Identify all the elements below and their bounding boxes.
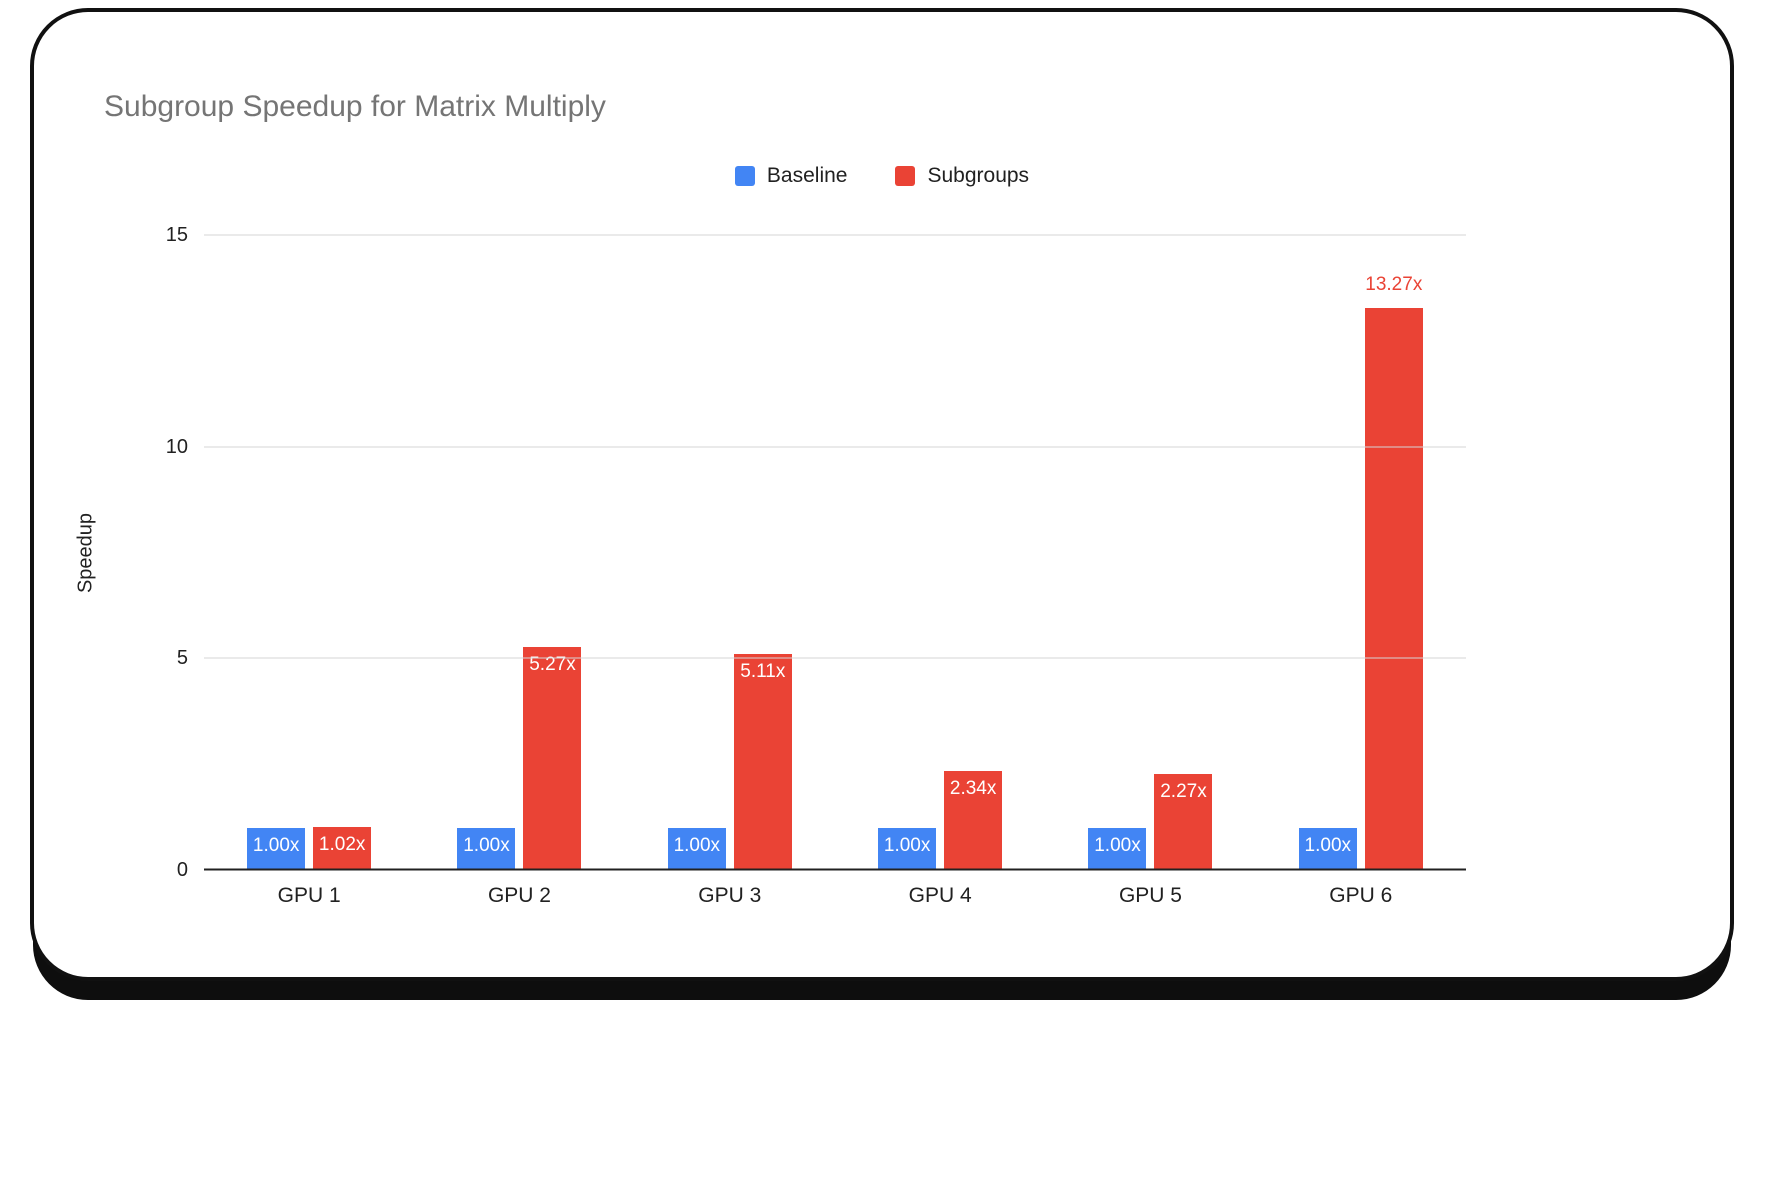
x-category-label: GPU 2 <box>487 884 551 907</box>
gridline <box>204 234 1466 236</box>
bar-subgroups-gpu-5: 2.27x <box>1154 773 1213 870</box>
bar-subgroups-gpu-1: 1.02x <box>313 826 372 870</box>
bar-group: 1.00x 5.11x <box>625 235 835 870</box>
plot-area: Speedup 1.00x 1.02x 1.00x 5.27x 1.00x 5.11x 1.… <box>75 224 1466 907</box>
bar-subgroups-gpu-4: 2.34x <box>944 770 1003 870</box>
bar-baseline-gpu-4: 1.00x <box>878 827 937 870</box>
legend-item-subgroups: Subgroups <box>895 164 1029 188</box>
bar-value-label: 1.00x <box>1094 834 1141 856</box>
bar-value-label: 5.11x <box>740 660 786 682</box>
bar-baseline-gpu-2: 1.00x <box>457 827 516 870</box>
bar-subgroups-gpu-3: 5.11x <box>733 653 792 870</box>
legend: Baseline Subgroups <box>34 164 1730 188</box>
bar-subgroups-gpu-6: 13.27x <box>1364 274 1423 870</box>
x-category-label: GPU 4 <box>908 884 972 907</box>
legend-label: Subgroups <box>927 164 1030 187</box>
bar-value-label: 2.27x <box>1160 780 1207 802</box>
bar-value-label: 13.27x <box>1365 274 1423 296</box>
y-tick-label: 10 <box>165 435 188 458</box>
bar-value-label: 1.00x <box>673 834 721 856</box>
bar-value-label: 1.00x <box>1304 834 1352 856</box>
y-tick-label: 0 <box>176 859 188 881</box>
bar-group: 1.00x 2.34x <box>835 235 1045 870</box>
bar-value-label: 2.34x <box>949 777 997 799</box>
bar-baseline-gpu-5: 1.00x <box>1088 827 1147 870</box>
legend-swatch <box>895 166 916 186</box>
y-tick-label: 5 <box>176 647 188 670</box>
y-axis-title: Speedup <box>74 512 97 593</box>
bar-baseline-gpu-6: 1.00x <box>1298 827 1357 870</box>
chart-card: Subgroup Speedup for Matrix Multiply Bas… <box>30 8 1734 981</box>
y-tick-label: 15 <box>165 224 188 246</box>
bars-row: 1.00x 1.02x 1.00x 5.27x 1.00x 5.11x 1.00x 2.34x… <box>204 235 1466 870</box>
bar-value-label: 1.00x <box>252 834 300 856</box>
gridline <box>204 657 1466 659</box>
x-labels: GPU 1 GPU 2 GPU 3 GPU 4 GPU 5 GPU 6 <box>204 884 1466 908</box>
bar-value-label: 1.00x <box>883 834 931 856</box>
bar-baseline-gpu-3: 1.00x <box>667 827 726 870</box>
x-axis-line <box>204 868 1466 871</box>
x-category-label: GPU 3 <box>698 884 762 907</box>
chart-title: Subgroup Speedup for Matrix Multiply <box>104 90 606 123</box>
bar-group: 1.00x 2.27x <box>1045 235 1255 870</box>
x-category-label: GPU 5 <box>1118 884 1182 907</box>
bar-value-label: 5.27x <box>529 653 576 675</box>
bar-subgroups-gpu-2: 5.27x <box>523 646 582 870</box>
gridline <box>204 446 1466 448</box>
bar-group: 1.00x 5.27x <box>414 235 624 870</box>
bar-group: 1.00x 1.02x <box>204 235 414 870</box>
bar-value-label: 1.00x <box>463 834 510 856</box>
x-category-label: GPU 1 <box>277 884 341 907</box>
legend-item-baseline: Baseline <box>734 164 848 188</box>
legend-label: Baseline <box>766 164 848 187</box>
bar-baseline-gpu-1: 1.00x <box>247 827 306 870</box>
legend-swatch <box>734 166 755 186</box>
bar-value-label: 1.02x <box>318 833 366 855</box>
x-category-label: GPU 6 <box>1329 884 1393 907</box>
bar-group: 1.00x 13.27x <box>1256 235 1466 870</box>
